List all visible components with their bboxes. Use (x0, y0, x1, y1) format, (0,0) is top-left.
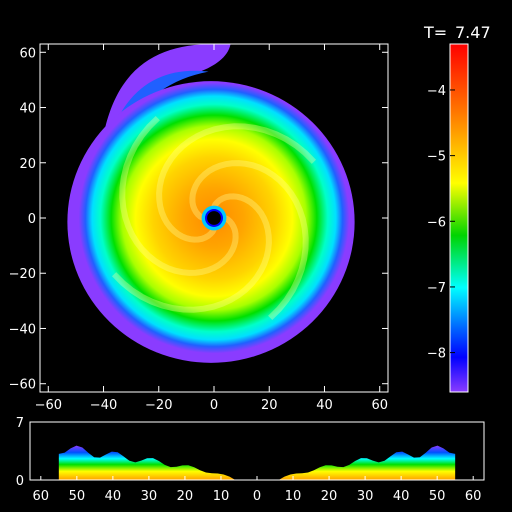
edge-x-tick-label: 50 (429, 489, 446, 504)
edge-x-tick-label: 60 (465, 489, 482, 504)
edge-on-left-wing (58, 445, 236, 480)
time-value: 7.47 (455, 23, 491, 42)
edge-on-axis-ticks: 60 50 40 30 20 10 0 10 20 30 40 50 60 0 7 (16, 416, 482, 504)
edge-x-tick-label: 30 (141, 489, 158, 504)
edge-x-tick-label: 50 (69, 489, 86, 504)
colorbar-tick-label: −4 (427, 84, 446, 99)
spiral-streak (189, 160, 309, 321)
x-tick-label: 20 (261, 398, 278, 413)
central-hole (207, 211, 221, 225)
edge-x-tick-label: 30 (357, 489, 374, 504)
x-tick-label: 0 (210, 398, 218, 413)
colorbar-tick-label: −8 (427, 347, 446, 362)
edge-x-tick-label: 40 (105, 489, 122, 504)
y-tick-label: −20 (9, 267, 36, 282)
y-tick-label: −40 (9, 322, 36, 337)
spiral-streak (119, 115, 239, 276)
colorbar: T= 7.47 −4 −5 −6 −7 −8 (423, 23, 491, 393)
edge-on-panel: 60 50 40 30 20 10 0 10 20 30 40 50 60 0 7 (16, 416, 485, 504)
y-tick-label: 0 (28, 212, 36, 227)
colorbar-tick-label: −6 (427, 215, 446, 230)
x-tick-label: −40 (90, 398, 117, 413)
x-tick-label: −20 (145, 398, 172, 413)
colorbar-frame (449, 43, 469, 393)
edge-x-tick-label: 0 (253, 489, 261, 504)
spiral-tail-outer (103, 44, 231, 136)
edge-y-tick-label: 7 (16, 416, 24, 431)
edge-on-image (58, 445, 456, 480)
y-tick-label: 40 (19, 102, 36, 117)
edge-x-tick-label: 10 (213, 489, 230, 504)
edge-x-tick-label: 60 (33, 489, 50, 504)
edge-x-tick-label: 20 (177, 489, 194, 504)
edge-x-tick-label: 10 (285, 489, 302, 504)
colorbar-gradient (450, 44, 468, 392)
disk-image (67, 44, 355, 363)
colorbar-tick-label: −5 (427, 150, 446, 165)
edge-y-tick-label: 0 (16, 474, 24, 489)
colorbar-tick-label: −7 (427, 281, 446, 296)
time-label: T= (423, 23, 447, 42)
edge-x-tick-label: 20 (321, 489, 338, 504)
x-tick-label: 60 (371, 398, 388, 413)
edge-x-tick-label: 40 (393, 489, 410, 504)
edge-on-right-wing (278, 445, 456, 480)
x-tick-label: 40 (316, 398, 333, 413)
y-tick-label: 60 (19, 46, 36, 61)
spiral-streak (111, 193, 272, 313)
y-tick-label: 20 (19, 157, 36, 172)
colorbar-ticks: −4 −5 −6 −7 −8 (427, 84, 455, 362)
x-tick-label: −60 (35, 398, 62, 413)
face-on-panel: −60 −40 −20 0 20 40 60 −60 −40 −20 0 20 40 60 (9, 43, 389, 413)
y-tick-label: −60 (9, 378, 36, 393)
face-on-axis-ticks: −60 −40 −20 0 20 40 60 −60 −40 −20 0 20 40 60 (9, 44, 388, 413)
spiral-streak (156, 123, 317, 243)
